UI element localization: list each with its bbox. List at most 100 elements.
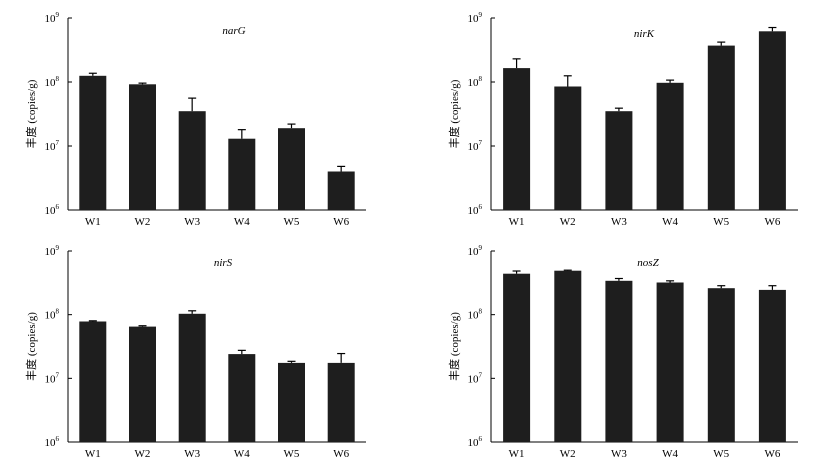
x-tick-label: W3	[611, 216, 627, 228]
y-axis-label: 丰度 (copies/g)	[447, 79, 461, 148]
y-tick-base: 10	[468, 205, 480, 217]
bar-W1	[503, 68, 531, 210]
bar-W1	[79, 75, 107, 210]
y-tick-base: 10	[45, 373, 57, 385]
panel-title: nosZ	[637, 257, 659, 269]
y-tick-exponent: 7	[479, 371, 483, 379]
y-tick-label: 108	[45, 308, 60, 322]
y-tick-exponent: 8	[479, 308, 483, 316]
x-tick-label: W5	[713, 216, 729, 228]
y-tick-exponent: 6	[479, 435, 483, 443]
y-tick-label: 106	[45, 203, 60, 217]
x-tick-label: W2	[560, 216, 576, 228]
y-tick-exponent: 6	[56, 203, 60, 211]
x-tick-label: W1	[85, 448, 101, 460]
y-tick-label: 109	[45, 244, 60, 258]
y-tick-exponent: 6	[56, 435, 60, 443]
y-tick-exponent: 6	[479, 203, 483, 211]
bar-W2	[129, 326, 156, 442]
y-tick-base: 10	[45, 77, 57, 89]
y-tick-base: 10	[468, 437, 480, 449]
y-tick-label: 107	[45, 371, 60, 385]
y-tick-base: 10	[468, 141, 480, 153]
y-tick-label: 109	[468, 11, 483, 25]
x-tick-label: W4	[662, 216, 678, 228]
x-tick-label: W6	[764, 216, 780, 228]
bar-W3	[605, 280, 633, 442]
x-tick-label: W1	[85, 216, 101, 228]
y-tick-base: 10	[45, 205, 57, 217]
y-tick-base: 10	[468, 246, 480, 258]
bar-W1	[79, 321, 107, 442]
bar-W4	[656, 82, 684, 210]
y-tick-base: 10	[468, 310, 480, 322]
x-tick-label: W5	[284, 216, 300, 228]
y-tick-exponent: 9	[56, 11, 60, 19]
x-tick-label: W2	[135, 448, 151, 460]
y-tick-label: 109	[45, 11, 60, 25]
bar-W4	[656, 282, 684, 442]
y-tick-exponent: 8	[479, 75, 483, 83]
bar-W3	[178, 111, 206, 210]
y-tick-exponent: 7	[56, 371, 60, 379]
y-tick-label: 106	[468, 435, 483, 449]
y-tick-label: 108	[45, 75, 60, 89]
y-tick-label: 106	[468, 203, 483, 217]
y-tick-exponent: 9	[479, 11, 483, 19]
x-tick-label: W2	[560, 448, 576, 460]
y-tick-label: 108	[468, 308, 483, 322]
y-tick-base: 10	[468, 13, 480, 25]
bar-W6	[327, 362, 355, 442]
y-tick-base: 10	[45, 310, 57, 322]
y-tick-label: 108	[468, 75, 483, 89]
x-tick-label: W6	[333, 216, 349, 228]
x-tick-label: W6	[764, 448, 780, 460]
bar-W3	[605, 111, 633, 210]
bar-W4	[228, 354, 256, 442]
y-tick-exponent: 8	[56, 75, 60, 83]
y-tick-label: 107	[45, 139, 60, 153]
x-tick-label: W4	[234, 216, 250, 228]
x-tick-label: W3	[611, 448, 627, 460]
y-tick-label: 107	[468, 371, 483, 385]
y-axis-label: 丰度 (copies/g)	[24, 79, 38, 148]
x-tick-label: W1	[509, 448, 525, 460]
x-tick-label: W5	[713, 448, 729, 460]
y-tick-label: 107	[468, 139, 483, 153]
bar-W5	[278, 128, 305, 210]
bar-W5	[278, 362, 305, 442]
y-tick-exponent: 7	[56, 139, 60, 147]
x-tick-label: W5	[284, 448, 300, 460]
bar-W2	[554, 86, 582, 210]
bar-W4	[228, 138, 256, 210]
y-tick-label: 106	[45, 435, 60, 449]
bar-W3	[178, 313, 206, 442]
x-tick-label: W4	[234, 448, 250, 460]
bar-W1	[503, 273, 531, 442]
y-tick-exponent: 9	[56, 244, 60, 252]
y-tick-base: 10	[45, 141, 57, 153]
y-tick-base: 10	[468, 77, 480, 89]
y-tick-exponent: 9	[479, 244, 483, 252]
x-tick-label: W6	[333, 448, 349, 460]
panel-title: nirK	[634, 28, 655, 40]
y-tick-base: 10	[45, 437, 57, 449]
x-tick-label: W1	[509, 216, 525, 228]
y-tick-exponent: 7	[479, 139, 483, 147]
y-tick-base: 10	[45, 13, 57, 25]
y-tick-base: 10	[468, 373, 480, 385]
bar-W2	[129, 84, 156, 210]
x-tick-label: W4	[662, 448, 678, 460]
bar-W6	[758, 31, 786, 210]
bar-W6	[758, 289, 786, 442]
x-tick-label: W3	[184, 448, 200, 460]
bar-W6	[327, 171, 355, 210]
bar-W5	[707, 288, 735, 442]
bar-W5	[707, 45, 735, 210]
